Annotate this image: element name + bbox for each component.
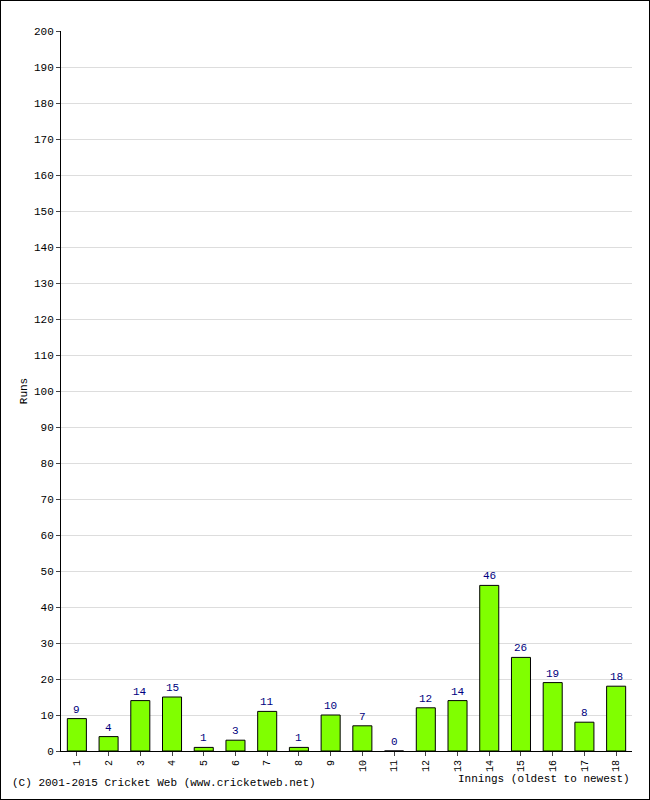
svg-text:100: 100 bbox=[34, 386, 54, 398]
svg-text:150: 150 bbox=[34, 206, 54, 218]
svg-text:17: 17 bbox=[580, 760, 591, 772]
svg-text:7: 7 bbox=[262, 760, 273, 766]
svg-text:1: 1 bbox=[200, 732, 207, 744]
svg-text:20: 20 bbox=[41, 674, 54, 686]
svg-text:15: 15 bbox=[516, 760, 527, 772]
svg-text:190: 190 bbox=[34, 62, 54, 74]
svg-text:4: 4 bbox=[105, 722, 112, 734]
svg-text:13: 13 bbox=[453, 760, 464, 772]
svg-text:2: 2 bbox=[104, 760, 115, 766]
svg-text:40: 40 bbox=[41, 602, 54, 614]
svg-text:14: 14 bbox=[133, 686, 147, 698]
svg-text:160: 160 bbox=[34, 170, 54, 182]
svg-text:10: 10 bbox=[41, 710, 54, 722]
svg-text:50: 50 bbox=[41, 566, 54, 578]
svg-text:60: 60 bbox=[41, 530, 54, 542]
svg-text:19: 19 bbox=[546, 668, 559, 680]
svg-text:12: 12 bbox=[421, 760, 432, 772]
svg-text:11: 11 bbox=[260, 696, 274, 708]
svg-text:1: 1 bbox=[72, 760, 83, 766]
svg-text:3: 3 bbox=[232, 725, 239, 737]
svg-text:30: 30 bbox=[41, 638, 54, 650]
svg-text:Innings (oldest to newest): Innings (oldest to newest) bbox=[458, 773, 630, 785]
svg-text:200: 200 bbox=[34, 26, 54, 38]
svg-text:6: 6 bbox=[231, 760, 242, 766]
svg-text:15: 15 bbox=[166, 682, 179, 694]
svg-text:1: 1 bbox=[295, 732, 302, 744]
svg-text:14: 14 bbox=[451, 686, 465, 698]
svg-text:18: 18 bbox=[610, 671, 623, 683]
svg-text:26: 26 bbox=[514, 642, 527, 654]
svg-text:130: 130 bbox=[34, 278, 54, 290]
svg-text:10: 10 bbox=[358, 760, 369, 772]
svg-text:(C) 2001-2015 Cricket Web (www: (C) 2001-2015 Cricket Web (www.cricketwe… bbox=[12, 777, 316, 789]
svg-text:70: 70 bbox=[41, 494, 54, 506]
svg-text:140: 140 bbox=[34, 242, 54, 254]
svg-text:90: 90 bbox=[41, 422, 54, 434]
svg-text:14: 14 bbox=[485, 760, 496, 772]
svg-text:8: 8 bbox=[294, 760, 305, 766]
svg-text:10: 10 bbox=[324, 700, 337, 712]
svg-text:Runs: Runs bbox=[18, 378, 30, 404]
svg-text:0: 0 bbox=[391, 736, 398, 748]
svg-text:4: 4 bbox=[167, 760, 178, 766]
svg-text:180: 180 bbox=[34, 98, 54, 110]
svg-text:110: 110 bbox=[34, 350, 54, 362]
svg-text:16: 16 bbox=[548, 760, 559, 772]
svg-text:3: 3 bbox=[136, 760, 147, 766]
svg-text:120: 120 bbox=[34, 314, 54, 326]
svg-text:18: 18 bbox=[611, 760, 622, 772]
svg-text:5: 5 bbox=[199, 760, 210, 766]
svg-text:9: 9 bbox=[73, 704, 80, 716]
svg-text:7: 7 bbox=[359, 711, 366, 723]
svg-text:46: 46 bbox=[483, 570, 496, 582]
svg-text:11: 11 bbox=[389, 760, 400, 772]
svg-text:170: 170 bbox=[34, 134, 54, 146]
svg-text:12: 12 bbox=[419, 693, 432, 705]
svg-text:8: 8 bbox=[581, 707, 588, 719]
svg-text:9: 9 bbox=[326, 760, 337, 766]
svg-text:80: 80 bbox=[41, 458, 54, 470]
svg-text:0: 0 bbox=[47, 746, 54, 758]
